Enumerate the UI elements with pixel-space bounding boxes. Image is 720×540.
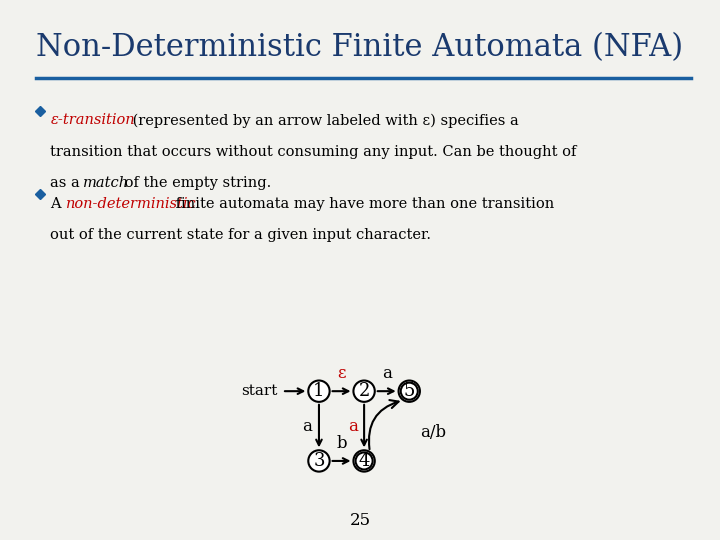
Circle shape: [399, 381, 420, 402]
Circle shape: [354, 381, 375, 402]
Text: 4: 4: [359, 452, 370, 470]
Text: out of the current state for a given input character.: out of the current state for a given inp…: [50, 228, 431, 242]
Text: 5: 5: [404, 382, 415, 400]
Circle shape: [308, 450, 330, 471]
Text: (represented by an arrow labeled with ε) specifies a: (represented by an arrow labeled with ε)…: [128, 113, 519, 128]
Text: a: a: [302, 417, 312, 435]
Text: as a: as a: [50, 176, 85, 190]
Text: finite automata may have more than one transition: finite automata may have more than one t…: [171, 197, 554, 211]
Text: ε-transition: ε-transition: [50, 113, 135, 127]
FancyArrowPatch shape: [369, 400, 399, 449]
Text: transition that occurs without consuming any input. Can be thought of: transition that occurs without consuming…: [50, 145, 577, 159]
Text: ε: ε: [337, 365, 346, 382]
Text: 3: 3: [313, 452, 325, 470]
Text: a: a: [348, 417, 358, 435]
Text: of the empty string.: of the empty string.: [120, 176, 271, 190]
Text: b: b: [336, 435, 347, 451]
Text: 25: 25: [349, 512, 371, 529]
Text: Non-Deterministic Finite Automata (NFA): Non-Deterministic Finite Automata (NFA): [36, 32, 683, 63]
Text: 2: 2: [359, 382, 370, 400]
Text: 1: 1: [313, 382, 325, 400]
Text: a/b: a/b: [420, 424, 446, 441]
Text: A: A: [50, 197, 66, 211]
Circle shape: [308, 381, 330, 402]
Text: match: match: [83, 176, 129, 190]
Text: non-deterministic: non-deterministic: [66, 197, 197, 211]
Circle shape: [354, 450, 375, 471]
Text: start: start: [241, 384, 278, 398]
Text: a: a: [382, 365, 392, 382]
